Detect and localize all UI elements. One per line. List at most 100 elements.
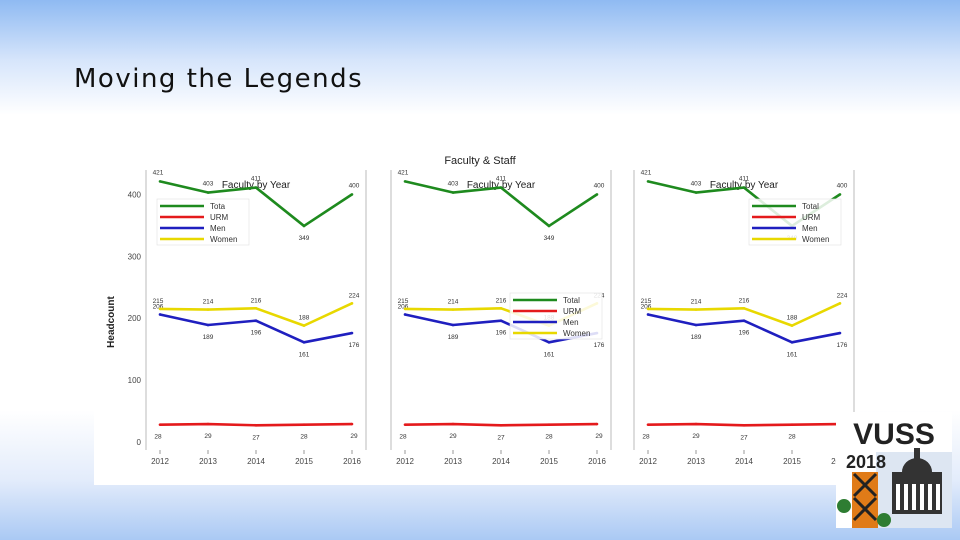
legend-label: URM [210, 213, 229, 222]
data-label: 421 [153, 169, 164, 176]
data-label: 28 [399, 434, 407, 441]
x-tick-label: 2012 [396, 457, 414, 466]
legend-label: Women [563, 329, 590, 338]
y-axis-label: Headcount [106, 295, 117, 347]
data-point-total [499, 186, 503, 189]
data-label: 215 [398, 298, 409, 305]
data-label: 206 [153, 303, 164, 310]
x-tick-label: 2015 [540, 457, 558, 466]
series-line-men [159, 313, 353, 344]
vuss-2018-logo: VUSS 2018 [836, 412, 952, 528]
data-point-men [790, 341, 794, 344]
x-tick-label: 2016 [343, 457, 361, 466]
series-line-men [647, 313, 841, 344]
data-point-total [547, 224, 551, 228]
data-label: 400 [349, 182, 360, 189]
data-label: 224 [349, 292, 360, 299]
data-label: 206 [641, 303, 652, 310]
data-point-urm [254, 423, 258, 427]
legend-label: URM [563, 307, 582, 316]
legend-label: Tota [210, 202, 226, 211]
data-label: 28 [300, 434, 308, 441]
data-point-total [838, 193, 842, 196]
y-tick-label: 400 [128, 190, 142, 199]
data-label: 216 [251, 297, 262, 304]
data-point-women [254, 306, 258, 310]
data-point-total [742, 186, 746, 189]
data-label: 188 [299, 315, 310, 322]
legend-label: Men [210, 224, 226, 233]
legend-label: URM [802, 213, 821, 222]
x-tick-label: 2014 [492, 457, 510, 466]
data-label: 224 [837, 292, 848, 299]
data-point-women [206, 308, 210, 311]
legend-label: Men [802, 224, 818, 233]
y-tick-label: 0 [137, 438, 142, 447]
data-label: 189 [448, 334, 459, 341]
x-tick-label: 2015 [783, 457, 801, 466]
data-point-total [350, 193, 354, 196]
data-point-urm [547, 423, 551, 426]
x-tick-label: 2013 [687, 457, 705, 466]
x-tick-label: 2015 [295, 457, 313, 466]
logo-artwork: VUSS 2018 [836, 412, 952, 528]
data-label: 349 [299, 235, 310, 242]
data-label: 196 [739, 330, 750, 337]
data-label: 28 [642, 434, 650, 441]
x-tick-label: 2013 [199, 457, 217, 466]
data-label: 176 [837, 342, 848, 349]
data-label: 28 [545, 434, 553, 441]
data-label: 216 [739, 297, 750, 304]
data-label: 28 [154, 434, 162, 441]
data-point-urm [694, 422, 698, 426]
data-label: 29 [350, 433, 358, 440]
data-label: 27 [740, 434, 748, 441]
data-label: 161 [544, 351, 555, 358]
legend-label: Men [563, 318, 579, 327]
data-point-women [646, 307, 650, 311]
data-point-total [254, 186, 258, 189]
data-point-urm [158, 423, 162, 426]
data-label: 349 [544, 235, 555, 242]
data-label: 29 [449, 433, 457, 440]
x-tick-label: 2013 [444, 457, 462, 466]
data-point-men [206, 323, 210, 327]
data-point-urm [302, 423, 306, 426]
data-point-men [350, 331, 354, 335]
bridge-tower-icon [852, 472, 878, 528]
data-point-urm [595, 422, 599, 426]
data-point-urm [646, 423, 650, 426]
data-label: 214 [691, 299, 702, 306]
data-label: 215 [153, 298, 164, 305]
data-point-total [403, 180, 407, 183]
series-line-women [159, 302, 353, 327]
data-point-men [742, 319, 746, 322]
data-label: 189 [203, 334, 214, 341]
y-tick-label: 100 [128, 376, 142, 385]
x-tick-label: 2012 [151, 457, 169, 466]
x-tick-label: 2012 [639, 457, 657, 466]
data-label: 206 [398, 303, 409, 310]
plot-2-title: Faculty by Year [467, 180, 536, 191]
logo-year: 2018 [846, 452, 886, 472]
data-point-women [403, 307, 407, 311]
data-point-total [694, 191, 698, 194]
data-label: 400 [837, 182, 848, 189]
data-point-women [302, 324, 306, 327]
data-point-men [646, 313, 650, 316]
data-label: 29 [692, 433, 700, 440]
series-line-women [647, 302, 841, 327]
data-point-urm [499, 423, 503, 427]
data-point-men [158, 313, 162, 316]
data-point-men [451, 323, 455, 327]
data-point-women [694, 308, 698, 311]
data-point-total [646, 180, 650, 183]
y-tick-label: 300 [128, 252, 142, 261]
data-label: 161 [299, 351, 310, 358]
chart-figure: Faculty & Staff Headcount 400 300 200 100 0 F… [94, 142, 860, 485]
data-point-urm [790, 423, 794, 426]
data-label: 196 [251, 330, 262, 337]
data-point-total [451, 191, 455, 194]
data-point-women [451, 308, 455, 311]
data-label: 421 [641, 169, 652, 176]
